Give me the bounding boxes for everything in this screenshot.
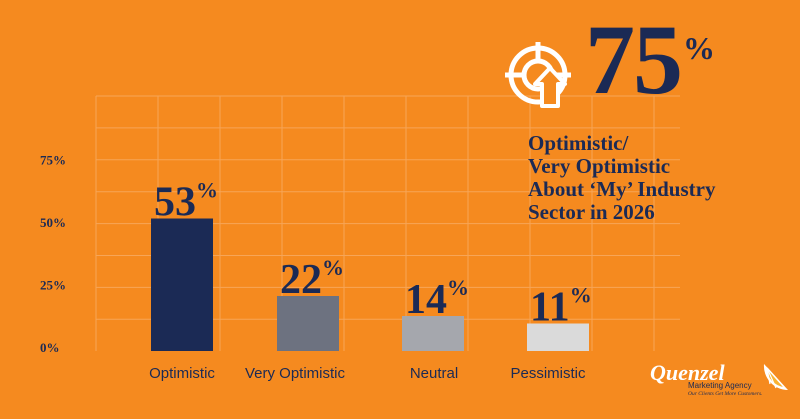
description-line: Sector in 2026 bbox=[528, 200, 655, 224]
headline-stat: 75% bbox=[585, 10, 715, 110]
category-label: Pessimistic bbox=[510, 365, 586, 382]
bar-neutral bbox=[402, 316, 464, 351]
y-tick-label: 25% bbox=[40, 278, 66, 293]
logo-tagline: Our Clients Get More Customers. bbox=[688, 391, 763, 397]
bar-pessimistic bbox=[527, 323, 589, 351]
logo-subtitle: Marketing Agency bbox=[688, 381, 752, 390]
category-labels: Optimistic Very Optimistic Neutral Pessimis… bbox=[149, 365, 586, 382]
company-logo: Quenzel Marketing Agency Our Clients Get… bbox=[650, 360, 790, 406]
y-axis-ticks: 0% 25% 50% 75% bbox=[40, 153, 66, 356]
description-line: Very Optimistic bbox=[528, 154, 671, 178]
value-label: 11% bbox=[530, 283, 592, 331]
y-tick-label: 75% bbox=[40, 153, 66, 168]
bar-very-optimistic bbox=[277, 296, 339, 351]
value-label: 14% bbox=[405, 275, 469, 323]
bar-optimistic bbox=[151, 218, 213, 351]
headline-unit: % bbox=[683, 30, 715, 66]
orange-slice-icon bbox=[763, 364, 788, 391]
headline-number: 75 bbox=[585, 4, 683, 115]
bars bbox=[151, 218, 589, 351]
description-line: Optimistic/ bbox=[528, 131, 629, 155]
value-labels: 53% 22% 14% 11% bbox=[154, 178, 592, 331]
description-line: About ‘My’ Industry bbox=[528, 177, 716, 201]
category-label: Optimistic bbox=[149, 365, 215, 382]
category-label: Very Optimistic bbox=[245, 365, 346, 382]
value-label: 22% bbox=[280, 255, 344, 303]
y-tick-label: 50% bbox=[40, 215, 66, 230]
headline-description: Optimistic/ Very Optimistic About ‘My’ I… bbox=[528, 132, 798, 224]
category-label: Neutral bbox=[410, 365, 458, 382]
value-label: 53% bbox=[154, 178, 218, 226]
y-tick-label: 0% bbox=[40, 340, 60, 355]
logo-name: Quenzel bbox=[650, 360, 725, 385]
target-arrow-icon bbox=[505, 42, 571, 108]
